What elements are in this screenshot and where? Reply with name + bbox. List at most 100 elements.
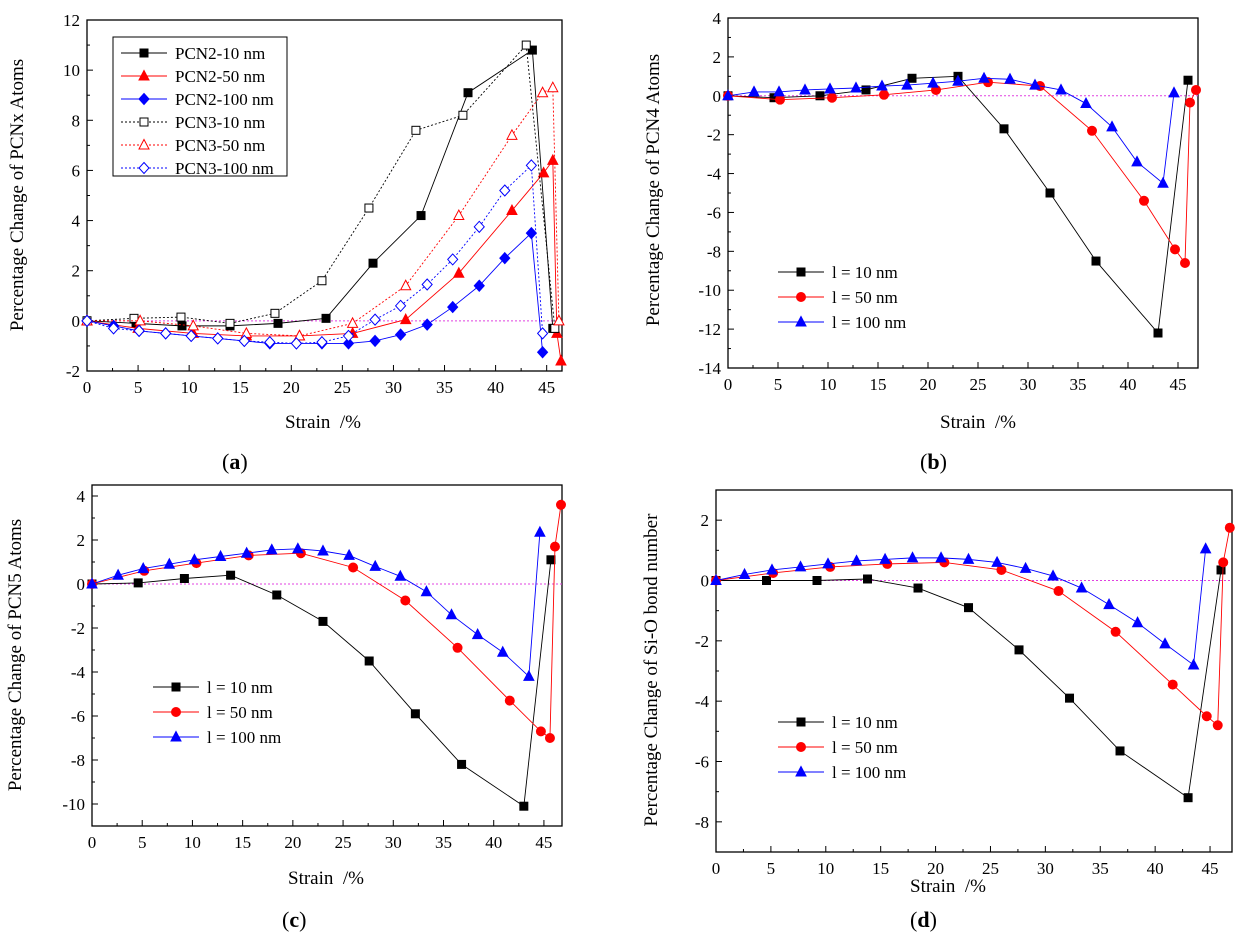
data-point: [1199, 542, 1212, 554]
y-tick-label: -2: [71, 619, 85, 638]
panel-a-xlabel: Strain /%: [285, 412, 361, 433]
data-point: [799, 83, 811, 95]
x-tick-label: 0: [712, 859, 721, 878]
series-line: [91, 532, 541, 678]
data-point: [420, 585, 433, 597]
data-point: [343, 548, 355, 560]
data-point: [978, 71, 990, 83]
data-point: [452, 642, 463, 653]
x-tick-label: 30: [385, 833, 402, 852]
data-point: [452, 266, 465, 278]
legend-label: l = 50 nm: [832, 288, 898, 307]
x-tick-label: 0: [88, 833, 97, 852]
data-point: [1224, 522, 1235, 533]
legend-label: PCN3-10 nm: [175, 113, 265, 132]
legend-label: l = 50 nm: [207, 703, 273, 722]
data-point: [1131, 155, 1143, 167]
data-point: [1080, 96, 1092, 109]
series-l-10-nm: [87, 555, 556, 811]
series-pcn3-10-nm: [82, 40, 560, 333]
data-point: [534, 525, 546, 537]
data-point: [549, 541, 560, 552]
data-point: [722, 89, 734, 101]
data-point: [1212, 720, 1223, 731]
data-point: [317, 276, 327, 286]
data-point: [1187, 658, 1200, 670]
data-point: [506, 203, 518, 216]
data-point: [1131, 616, 1144, 628]
data-point: [1047, 569, 1059, 581]
data-point: [1185, 97, 1195, 108]
data-point: [1183, 793, 1193, 803]
data-point: [177, 321, 187, 331]
x-tick-label: 0: [724, 375, 733, 394]
plot-frame: [727, 17, 1199, 369]
data-point: [346, 316, 359, 328]
data-point: [1180, 258, 1190, 268]
data-point: [342, 329, 355, 343]
legend-label: l = 10 nm: [207, 678, 273, 697]
data-point: [400, 595, 411, 606]
data-point: [544, 733, 555, 743]
legend-entry: l = 100 nm: [778, 763, 906, 782]
data-point: [318, 616, 328, 626]
data-point: [748, 85, 760, 97]
y-tick-label: 0: [72, 312, 81, 331]
data-point: [369, 559, 382, 571]
data-point: [1055, 83, 1067, 95]
data-point: [364, 656, 374, 666]
series-line: [715, 527, 1231, 727]
data-point: [1183, 75, 1193, 85]
data-point: [187, 319, 200, 331]
data-point: [238, 334, 250, 348]
data-point: [321, 313, 331, 323]
data-point: [81, 314, 93, 328]
x-tick-label: 40: [1147, 859, 1164, 878]
panel-c: 0 5 10 15 20 25 30 35 40 45 -10 -8 -6 -4 -2 0 2 4 l = 10 n…: [62, 484, 566, 852]
data-point: [527, 45, 537, 55]
series-pcn3-100-nm: [81, 159, 549, 350]
data-point: [1106, 120, 1118, 132]
legend-marker: [795, 765, 807, 777]
data-point: [906, 551, 919, 563]
x-tick-label: 15: [870, 375, 887, 394]
legend-entry: PCN3-10 nm: [121, 113, 265, 132]
data-point: [504, 695, 515, 706]
y-tick-label: -10: [698, 281, 721, 300]
data-point: [473, 220, 485, 234]
data-point: [879, 552, 891, 564]
data-point: [535, 726, 546, 737]
data-point: [368, 258, 378, 268]
data-point: [1091, 256, 1101, 266]
data-point: [112, 568, 124, 580]
series-pcn2-50-nm: [81, 153, 567, 366]
legend-label: PCN3-50 nm: [175, 136, 265, 155]
x-tick-label: 40: [485, 833, 502, 852]
data-point: [273, 318, 283, 328]
legend-entry: l = 10 nm: [778, 263, 898, 282]
data-point: [293, 329, 306, 341]
data-point: [550, 323, 560, 333]
x-tick-label: 15: [234, 833, 251, 852]
data-point: [176, 312, 186, 322]
legend-label: l = 10 nm: [832, 713, 898, 732]
data-point: [292, 542, 304, 554]
data-point: [342, 337, 355, 350]
legend-entry: l = 100 nm: [778, 313, 906, 332]
data-point: [738, 567, 751, 579]
data-point: [555, 499, 566, 510]
y-tick-label: 0: [701, 572, 710, 591]
panel-d-xlabel: Strain /%: [910, 876, 986, 897]
legend-label: l = 10 nm: [832, 263, 898, 282]
data-point: [1157, 176, 1169, 188]
x-tick-label: 5: [134, 378, 143, 397]
y-tick-label: -4: [707, 165, 722, 184]
data-point: [1065, 693, 1075, 703]
data-point: [519, 801, 529, 811]
data-point: [394, 299, 407, 313]
x-tick-label: 30: [385, 378, 402, 397]
panel-b: 0 5 10 15 20 25 30 35 40 45 -14 -12 -10 -8 -6 -4 -2 0 2 4 l …: [698, 9, 1201, 394]
panel-b-ylabel: Percentage Change of PCN4 Atoms: [643, 53, 664, 327]
data-point: [536, 345, 549, 359]
y-tick-label: -8: [695, 813, 709, 832]
